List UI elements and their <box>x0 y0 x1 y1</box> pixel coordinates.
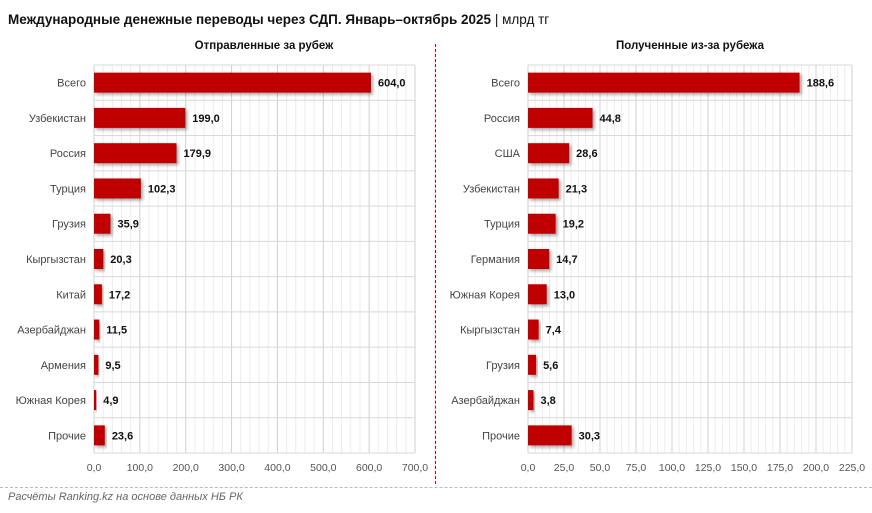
category-label: Всего <box>491 78 520 90</box>
bar <box>528 354 537 375</box>
category-label: Турция <box>50 183 86 195</box>
x-tick-label: 100,0 <box>127 462 153 474</box>
category-label: Прочие <box>482 430 520 442</box>
right-chart-title: Полученные из-за рубежа <box>615 40 764 52</box>
x-tick-label: 200,0 <box>173 462 199 474</box>
x-tick-label: 600,0 <box>356 462 382 474</box>
left-chart-title: Отправленные за рубеж <box>194 40 334 52</box>
x-tick-label: 50,0 <box>590 462 611 474</box>
bar <box>528 107 593 128</box>
source-note: Расчёты Ranking.kz на основе данных НБ Р… <box>8 491 243 503</box>
data-label: 28,6 <box>576 148 597 160</box>
bar <box>94 178 141 199</box>
title-text: Международные денежные переводы через СД… <box>8 12 492 27</box>
data-label: 179,9 <box>183 148 211 160</box>
x-tick-label: 75,0 <box>626 462 647 474</box>
data-label: 35,9 <box>117 219 138 231</box>
x-tick-label: 300,0 <box>218 462 244 474</box>
data-label: 199,0 <box>192 113 220 125</box>
x-tick-label: 200,0 <box>803 462 829 474</box>
bar <box>528 249 550 269</box>
data-label: 20,3 <box>110 254 131 266</box>
category-label: Южная Корея <box>450 289 520 301</box>
x-tick-label: 100,0 <box>659 462 685 474</box>
category-label: Турция <box>484 219 520 231</box>
data-label: 4,9 <box>103 395 118 407</box>
category-label: Всего <box>57 78 86 90</box>
category-label: Прочие <box>48 430 86 442</box>
x-tick-label: 500,0 <box>310 462 336 474</box>
x-tick-label: 150,0 <box>731 462 757 474</box>
category-label: Узбекистан <box>463 183 520 195</box>
category-label: Узбекистан <box>29 113 86 125</box>
x-tick-label: 700,0 <box>402 462 428 474</box>
bar <box>94 143 177 164</box>
x-tick-label: 225,0 <box>839 462 865 474</box>
bar <box>94 107 186 128</box>
bar <box>528 178 559 199</box>
x-tick-label: 400,0 <box>264 462 290 474</box>
data-label: 7,4 <box>546 325 562 337</box>
x-tick-label: 25,0 <box>554 462 575 474</box>
x-tick-label: 0,0 <box>521 462 536 474</box>
divider <box>435 44 436 484</box>
category-label: Грузия <box>486 360 520 372</box>
x-tick-label: 175,0 <box>767 462 793 474</box>
bar <box>94 390 97 411</box>
category-label: Грузия <box>52 219 86 231</box>
data-label: 23,6 <box>112 430 133 442</box>
bar <box>94 319 100 340</box>
data-label: 11,5 <box>106 325 127 337</box>
data-label: 21,3 <box>566 183 587 195</box>
data-label: 14,7 <box>556 254 577 266</box>
chart-title: Международные денежные переводы через СД… <box>8 12 549 27</box>
category-label: Германия <box>471 254 520 266</box>
bar <box>94 249 104 269</box>
bar <box>94 72 371 93</box>
bar <box>94 284 102 305</box>
footer-divider <box>0 487 872 488</box>
bar <box>94 213 111 234</box>
bar <box>528 425 572 446</box>
category-label: Россия <box>50 148 86 160</box>
data-label: 102,3 <box>148 183 176 195</box>
data-label: 5,6 <box>543 360 558 372</box>
category-label: Россия <box>484 113 520 125</box>
data-label: 44,8 <box>600 113 621 125</box>
bar <box>528 390 534 411</box>
data-label: 3,8 <box>540 395 555 407</box>
category-label: Кыргызстан <box>26 254 86 266</box>
bar <box>528 284 547 305</box>
bar <box>94 354 99 375</box>
bar <box>528 213 556 234</box>
category-label: Южная Корея <box>16 395 86 407</box>
data-label: 604,0 <box>378 78 406 90</box>
bar <box>94 425 105 446</box>
x-tick-label: 0,0 <box>87 462 102 474</box>
category-label: Армения <box>41 360 86 372</box>
category-label: Кыргызстан <box>460 325 520 337</box>
category-label: Азербайджан <box>17 325 86 337</box>
data-label: 17,2 <box>109 289 130 301</box>
category-label: Азербайджан <box>451 395 520 407</box>
x-tick-label: 125,0 <box>695 462 721 474</box>
category-label: США <box>495 148 521 160</box>
bar <box>528 72 800 93</box>
data-label: 9,5 <box>105 360 120 372</box>
data-label: 13,0 <box>554 289 575 301</box>
bar <box>528 319 539 340</box>
data-label: 19,2 <box>563 219 584 231</box>
data-label: 30,3 <box>579 430 600 442</box>
bar <box>528 143 570 164</box>
data-label: 188,6 <box>807 78 835 90</box>
unit-label: | млрд тг <box>494 12 550 27</box>
category-label: Китай <box>56 289 86 301</box>
